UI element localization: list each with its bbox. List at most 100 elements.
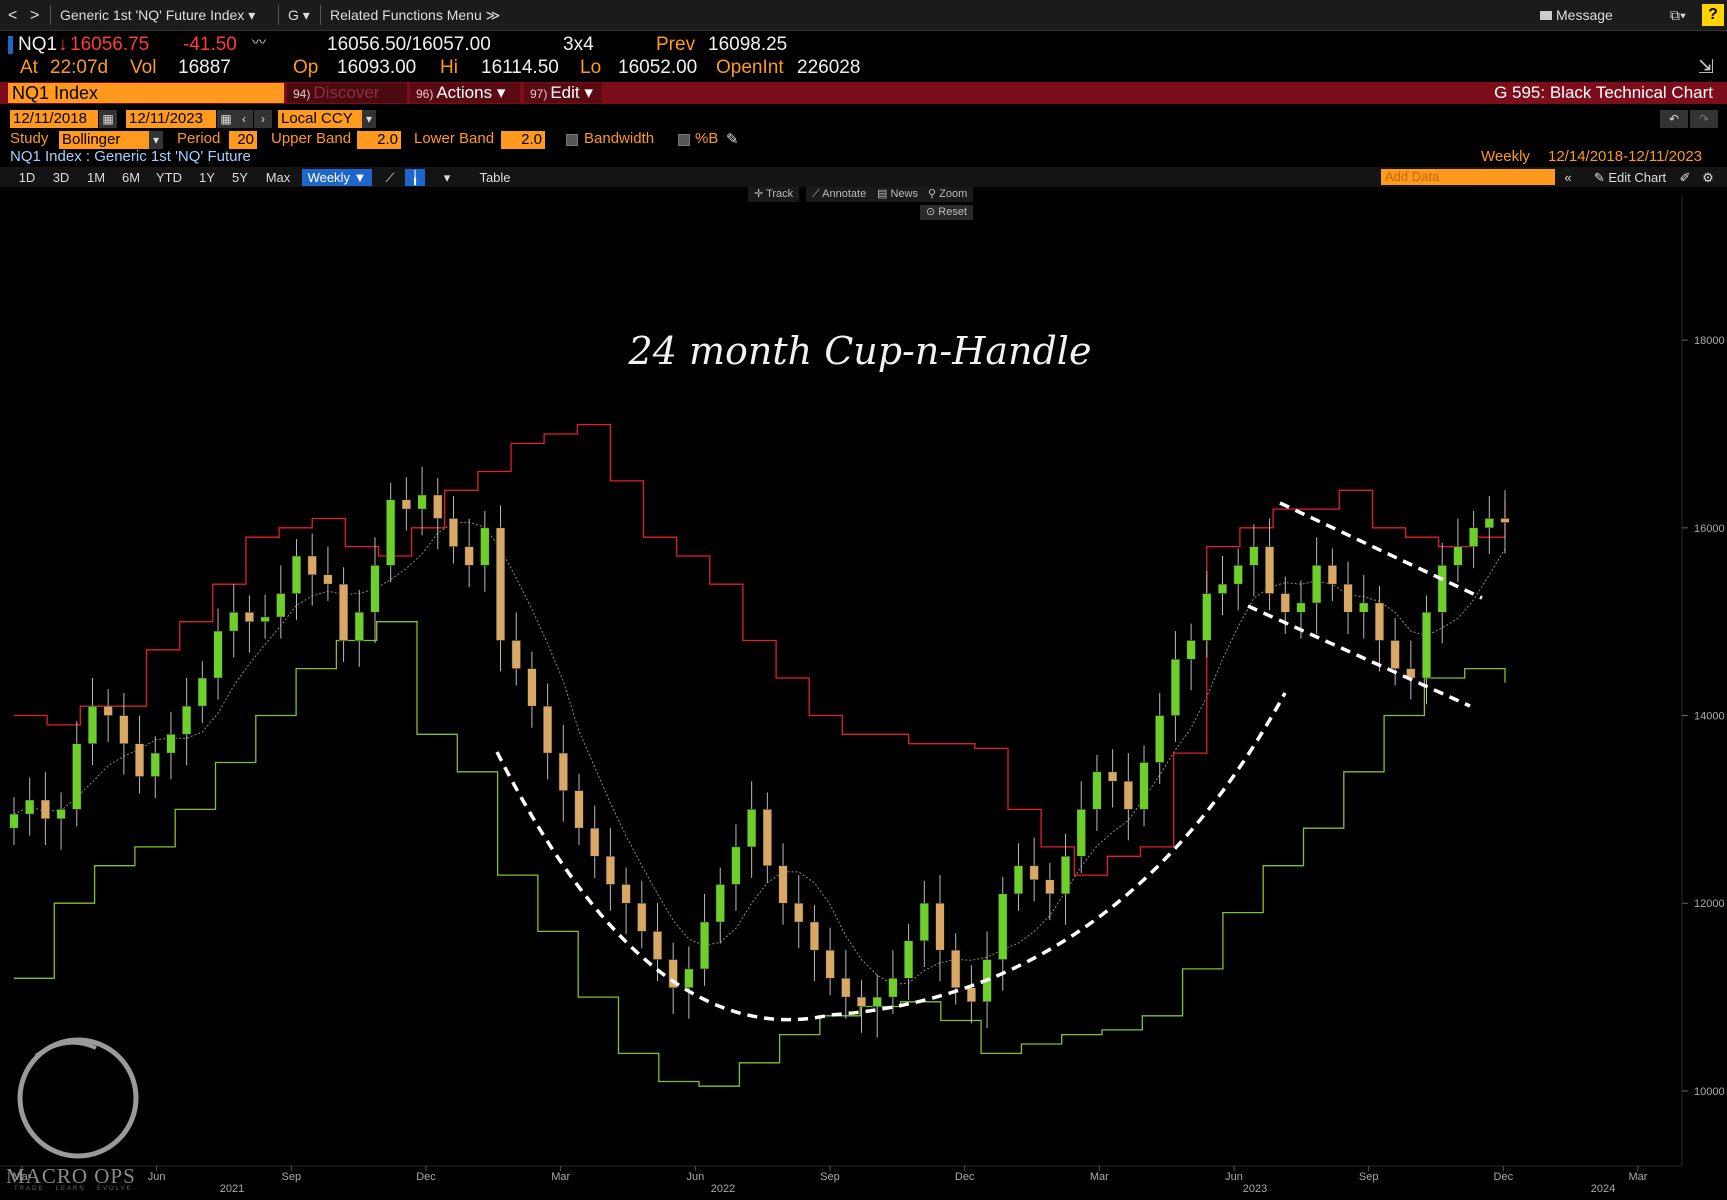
edit-button[interactable]: 97) Edit ▾ [524, 83, 602, 103]
related-functions-menu[interactable]: Related Functions Menu ≫ [330, 7, 501, 23]
actions-button[interactable]: 96) Actions ▾ [410, 83, 520, 103]
period-max-button[interactable]: Max [265, 170, 291, 185]
up-candle [904, 940, 914, 979]
candlestick-icon[interactable]: ╽ [405, 169, 425, 186]
x-tick-label: Mar [551, 1171, 570, 1183]
period-3d-button[interactable]: 3D [52, 170, 70, 185]
g-menu[interactable]: G ▾ [288, 7, 310, 23]
security-menu[interactable]: Generic 1st 'NQ' Future Index ▾ [60, 7, 256, 23]
period-ytd-button[interactable]: YTD [156, 170, 182, 185]
period-5y-button[interactable]: 5Y [232, 170, 248, 185]
lower-band-line [14, 621, 1506, 1087]
news-button[interactable]: ▤ News [871, 187, 924, 202]
bandwidth-checkbox[interactable] [566, 134, 578, 146]
y-tick-label: 14000 [1694, 711, 1725, 723]
collapse-icon[interactable]: « [1564, 170, 1572, 185]
lower-band-field[interactable]: 2.0 [501, 131, 545, 149]
window-menu-icon[interactable]: ⧉▾ [1670, 7, 1686, 23]
x-axis-ticks: Mar Jun Sep Dec Mar Jun Sep Dec Mar Jun Sep Dec Mar 2… [13, 1166, 1648, 1195]
add-data-field[interactable]: Add Data [1381, 169, 1555, 185]
calendar-icon[interactable]: ▦ [217, 110, 235, 128]
chevron-down-icon[interactable]: ▾ [443, 170, 451, 185]
logo-tagline: TRADE · LEARN · EVOLVE [14, 1186, 133, 1192]
currency-select[interactable]: Local CCY [278, 110, 362, 128]
down-candle [574, 790, 584, 829]
quote-time: 22:07d [50, 57, 109, 78]
popout-icon[interactable]: ⇲ [1698, 57, 1714, 78]
track-button[interactable]: ✛ Track [748, 187, 800, 202]
down-candle [448, 518, 459, 547]
period-1d-button[interactable]: 1D [18, 170, 36, 185]
quote-high: 16114.50 [481, 57, 559, 78]
chevron-down-icon[interactable]: ▾ [362, 110, 376, 128]
up-candle [1233, 565, 1243, 585]
chevron-right-icon[interactable]: › [254, 110, 272, 128]
security-field[interactable]: NQ1 Index [8, 83, 284, 103]
quote-prev: 16098.25 [708, 34, 788, 55]
up-candle [417, 494, 427, 510]
table-button[interactable]: Table [479, 170, 511, 185]
info-bar: NQ1 Index : Generic 1st 'NQ' Future Week… [0, 148, 1727, 166]
discover-button[interactable]: 94) Discover [287, 83, 407, 103]
down-candle [464, 546, 474, 566]
edit-chart-button[interactable]: ✎ Edit Chart [1585, 169, 1675, 186]
calendar-icon[interactable]: ▦ [99, 110, 117, 128]
line-chart-icon[interactable]: ⟋ [385, 170, 395, 185]
percent-b-label: %B [695, 130, 719, 147]
news-label: News [890, 188, 918, 200]
add-data-placeholder: Add Data [1385, 169, 1440, 184]
study-select[interactable]: Bollinger [59, 131, 149, 149]
percent-b-checkbox[interactable] [678, 134, 690, 146]
back-button[interactable]: < [8, 7, 18, 24]
x-tick-label: Jun [1225, 1171, 1243, 1183]
handle-lower-trendline [1247, 604, 1471, 708]
quote-bid-ask: 16056.50/16057.00 [327, 34, 491, 55]
zoom-button[interactable]: ⚲ Zoom [922, 187, 974, 202]
candles [9, 466, 1510, 1038]
handle-upper-trendline [1279, 501, 1483, 600]
up-candle [1453, 546, 1463, 566]
forward-button[interactable]: > [30, 7, 40, 24]
quote-volume: 16887 [178, 57, 231, 78]
help-button[interactable]: ? [1702, 4, 1724, 26]
period-1m-button[interactable]: 1M [86, 170, 106, 185]
down-candle [1029, 865, 1039, 881]
up-candle [1060, 856, 1071, 895]
annotate-button[interactable]: ⟋ Annotate [806, 187, 873, 202]
redo-icon[interactable]: ↷ [1690, 110, 1718, 128]
chevron-left-icon[interactable]: ‹ [235, 110, 253, 128]
reset-button[interactable]: ⊙ Reset [920, 205, 974, 220]
message-button[interactable]: Message [1540, 7, 1613, 23]
gear-icon[interactable]: ⚙ [1702, 170, 1714, 185]
track-label: Track [766, 188, 794, 200]
down-arrow-icon: ↓ [58, 34, 68, 55]
chevron-down-icon[interactable]: ▾ [149, 131, 163, 149]
quote-open: 16093.00 [337, 57, 417, 78]
up-candle [1170, 658, 1180, 716]
frequency-select[interactable]: Weekly ▼ [302, 169, 372, 186]
macro-ops-logo: MACRO OPS TRADE · LEARN · EVOLVE [6, 1036, 156, 1200]
up-candle [1312, 565, 1322, 604]
y-tick-label: 18000 [1694, 335, 1725, 347]
up-candle [354, 612, 364, 641]
down-candle [794, 902, 804, 923]
up-candle [888, 978, 898, 998]
pencil-icon[interactable]: ✎ [726, 131, 739, 148]
upper-band-field[interactable]: 2.0 [357, 131, 401, 149]
end-date-field[interactable]: 12/11/2023 [126, 110, 216, 128]
x-tick-label: Dec [416, 1171, 436, 1183]
start-date-field[interactable]: 12/11/2018 [10, 110, 98, 128]
edit-num: 97) [530, 87, 548, 101]
period-6m-button[interactable]: 6M [121, 170, 141, 185]
down-candle [527, 668, 537, 707]
annotate-icon[interactable]: ✐ [1679, 170, 1691, 185]
period-field[interactable]: 20 [229, 131, 257, 149]
ticker-marker [8, 36, 13, 54]
study-label: Study [10, 130, 49, 147]
up-candle [1076, 809, 1086, 857]
x-tick-label: Sep [820, 1171, 840, 1183]
undo-icon[interactable]: ↶ [1660, 110, 1688, 128]
down-candle [621, 884, 631, 904]
period-1y-button[interactable]: 1Y [199, 170, 215, 185]
